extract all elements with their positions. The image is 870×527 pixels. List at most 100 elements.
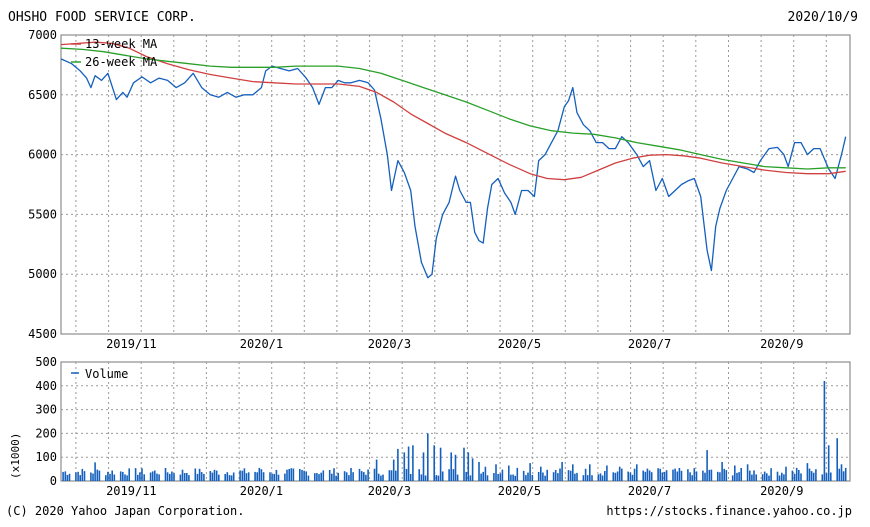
volume-bar (512, 474, 514, 481)
volume-bar (269, 472, 271, 481)
volume-bar (842, 471, 845, 481)
volume-bar (544, 475, 546, 481)
volume-bar (139, 472, 141, 481)
volume-bar (531, 474, 534, 481)
price-x-tick-label: 2020/1 (240, 337, 283, 351)
volume-bar (582, 475, 585, 481)
volume-bar (456, 474, 459, 481)
price-x-tick-label: 2020/9 (760, 337, 803, 351)
volume-bar (768, 475, 770, 481)
volume-bar (501, 469, 504, 481)
volume-bar (64, 471, 67, 481)
volume-x-tick-label: 2020/3 (368, 484, 411, 498)
volume-bar (412, 445, 414, 481)
volume-bar (348, 475, 350, 481)
company-name: OHSHO FOOD SERVICE CORP. (8, 10, 196, 25)
volume-bar (508, 465, 510, 481)
volume-bar (554, 470, 557, 481)
volume-bar (337, 472, 339, 481)
volume-unit-label: (x1000) (9, 433, 22, 479)
volume-bar (740, 468, 742, 481)
volume-bar (618, 466, 621, 481)
volume-bar (418, 469, 420, 481)
volume-bar (230, 475, 233, 481)
volume-bar (232, 472, 235, 481)
volume-bar (467, 452, 470, 481)
volume-bar (284, 473, 286, 481)
price-line (60, 58, 847, 279)
volume-bar (783, 474, 785, 481)
volume-bar (277, 474, 280, 481)
volume-bar (331, 473, 333, 481)
volume-bar (731, 475, 734, 481)
volume-bar (203, 473, 205, 481)
volume-bar (243, 468, 246, 481)
volume-bar (465, 471, 467, 481)
source-url[interactable]: https://stocks.finance.yahoo.co.jp (606, 504, 852, 518)
volume-bar (749, 470, 751, 481)
price-x-tick-label: 2019/11 (106, 337, 157, 351)
volume-bar (454, 454, 457, 481)
price-x-tick-label: 2020/7 (628, 337, 671, 351)
price-tick-label: 4500 (28, 327, 57, 341)
price-tick-label: 5500 (28, 207, 57, 221)
price-panel-frame (60, 34, 851, 335)
volume-bar (373, 468, 376, 481)
volume-bar (439, 447, 442, 481)
volume-bar (360, 471, 363, 481)
legend-ma13-label: 13-week MA (85, 37, 158, 51)
volume-bar (66, 474, 69, 481)
volume-bar (529, 463, 531, 481)
volume-bar (239, 470, 241, 481)
volume-bar (126, 475, 128, 481)
volume-bar (173, 473, 175, 481)
volume-bar (365, 474, 367, 481)
volume-bar (629, 472, 632, 481)
volume-bar (604, 471, 606, 481)
volume-bar (646, 468, 649, 481)
volume-bar (693, 468, 696, 481)
volume-bar (450, 452, 452, 481)
volume-bar (83, 471, 86, 481)
volume-bar (77, 471, 79, 481)
volume-bar (785, 466, 787, 481)
volume-bar (407, 446, 410, 481)
volume-bar (738, 472, 740, 481)
volume-bar (358, 468, 361, 481)
price-tick-label: 6500 (28, 88, 57, 102)
volume-bar (107, 471, 109, 481)
volume-bar (815, 469, 817, 481)
volume-bar (271, 473, 273, 481)
volume-bar (589, 464, 591, 481)
volume-bar (672, 469, 674, 481)
volume-bar (151, 471, 154, 481)
volume-bar (736, 472, 738, 481)
volume-bar (350, 468, 352, 481)
volume-bar (109, 473, 111, 481)
volume-bar (469, 475, 472, 481)
volume-tick-label: 100 (35, 450, 57, 464)
volume-bar (642, 470, 644, 481)
volume-bar (680, 470, 683, 481)
volume-x-tick-label: 2020/9 (760, 484, 803, 498)
volume-bar (377, 473, 380, 481)
volume-bar (665, 470, 668, 481)
volume-x-tick-label: 2020/7 (628, 484, 671, 498)
volume-bar (763, 471, 766, 481)
volume-bar (838, 468, 841, 481)
volume-bar (823, 381, 826, 481)
volume-bar (218, 474, 220, 481)
volume-bar (537, 472, 540, 481)
volume-bar (591, 475, 593, 481)
volume-bar (333, 468, 335, 481)
volume-bar (188, 475, 190, 481)
volume-bar (316, 473, 318, 481)
volume-bar (158, 474, 160, 481)
volume-bar (708, 469, 711, 481)
volume-bar (471, 458, 474, 481)
volume-bar (825, 473, 828, 481)
volume-bar (781, 472, 783, 481)
volume-bar (495, 464, 497, 481)
volume-bar (181, 469, 184, 481)
volume-bar (68, 473, 71, 481)
